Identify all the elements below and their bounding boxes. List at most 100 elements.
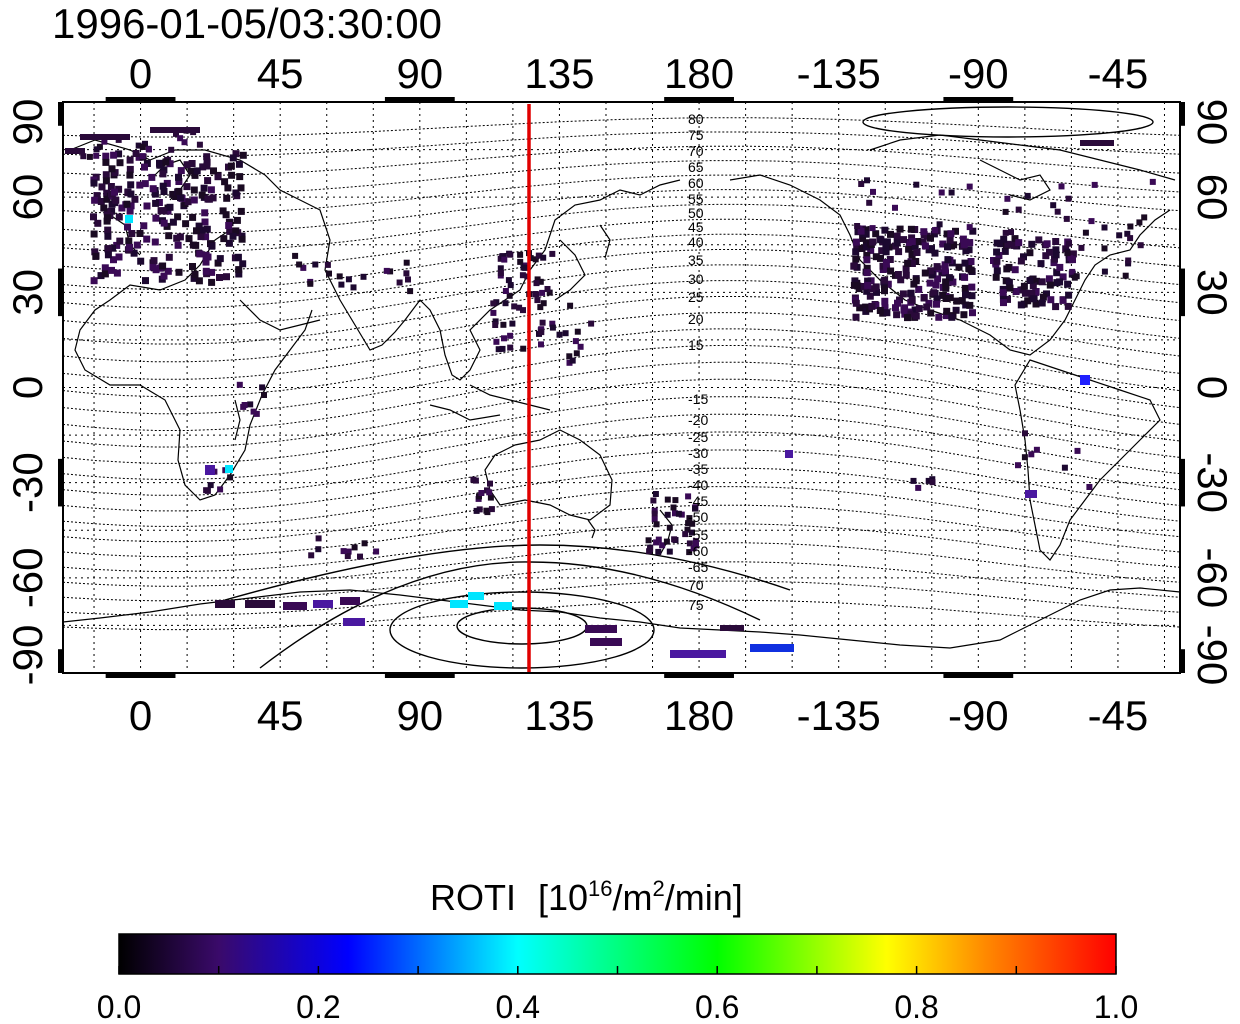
roti-point (195, 277, 203, 285)
roti-point (1004, 295, 1011, 303)
roti-point (881, 304, 889, 312)
roti-point (507, 282, 514, 289)
roti-point (140, 222, 148, 230)
roti-point (133, 241, 141, 249)
roti-point (883, 309, 891, 317)
magnetic-contour (63, 523, 1180, 572)
roti-point (939, 291, 947, 299)
roti-point (91, 196, 99, 204)
roti-point (86, 153, 93, 160)
roti-point (245, 600, 275, 608)
roti-point (1015, 462, 1021, 469)
roti-point (177, 135, 184, 142)
lon-tick-label: 135 (524, 692, 594, 739)
roti-point (247, 401, 254, 408)
roti-point (652, 491, 659, 497)
contour-label: 60 (688, 175, 704, 191)
roti-point (915, 305, 923, 313)
roti-point (193, 227, 200, 235)
roti-point (1122, 272, 1129, 279)
roti-point (876, 307, 884, 314)
roti-point (911, 306, 919, 314)
roti-point (647, 546, 654, 552)
roti-point (887, 267, 895, 275)
roti-point (101, 138, 108, 145)
roti-point (1021, 454, 1028, 461)
roti-point (910, 477, 917, 484)
roti-point (351, 544, 358, 551)
roti-point (123, 200, 131, 208)
roti-point (185, 235, 193, 243)
roti-point (226, 227, 234, 235)
roti-point (556, 331, 563, 338)
roti-point (250, 408, 257, 415)
roti-point (932, 281, 940, 289)
roti-point (492, 322, 499, 328)
axis-bar (105, 97, 176, 103)
roti-point (90, 179, 98, 187)
roti-point (1011, 235, 1019, 243)
roti-point (403, 259, 410, 266)
roti-point (689, 529, 695, 536)
magnetic-contour (63, 264, 1180, 327)
roti-point (207, 482, 214, 489)
roti-point (340, 548, 347, 555)
roti-point (864, 281, 872, 289)
roti-point (164, 267, 172, 275)
roti-point (893, 311, 901, 319)
roti-point (336, 273, 343, 280)
roti-point (915, 285, 923, 293)
roti-point (1073, 273, 1080, 280)
roti-point (124, 223, 131, 231)
roti-point (969, 309, 976, 317)
roti-point (948, 313, 956, 321)
roti-point (209, 194, 217, 202)
roti-point (91, 248, 99, 256)
roti-point (1067, 255, 1074, 262)
roti-point (961, 273, 969, 281)
roti-point (908, 234, 916, 242)
roti-point (1008, 229, 1014, 236)
roti-point (904, 259, 912, 267)
roti-point (882, 259, 890, 266)
roti-point (234, 253, 242, 261)
roti-point (858, 245, 866, 252)
contour-label: -55 (688, 527, 708, 543)
roti-point (913, 249, 921, 256)
roti-point (537, 278, 544, 285)
roti-point (540, 300, 547, 307)
roti-point (183, 161, 191, 169)
roti-point (538, 341, 544, 348)
roti-point (912, 312, 920, 320)
magnetic-contour (63, 160, 1180, 196)
roti-point (921, 242, 929, 250)
roti-point (487, 494, 494, 501)
lon-tick-label: 45 (257, 50, 304, 97)
roti-point (920, 228, 928, 236)
roti-point (1136, 219, 1143, 226)
roti-point (92, 252, 100, 260)
roti-point (1064, 250, 1071, 257)
roti-point (999, 289, 1007, 297)
axis-bar (58, 649, 64, 673)
roti-point (941, 267, 949, 275)
roti-point (259, 384, 266, 391)
roti-point (562, 330, 569, 337)
lon-tick-label: -135 (797, 692, 881, 739)
axis-bar (58, 458, 64, 507)
roti-point (115, 213, 123, 221)
roti-point (205, 465, 215, 475)
colorbar-tick-label: 0.8 (894, 989, 938, 1024)
roti-point (223, 273, 230, 281)
roti-point (300, 264, 307, 271)
roti-point (193, 167, 201, 175)
axis-bar (105, 672, 176, 678)
roti-point (537, 304, 544, 311)
roti-point (511, 303, 518, 310)
roti-point (572, 338, 579, 345)
roti-point (908, 296, 916, 304)
roti-point (216, 255, 224, 263)
latitude-labels-left: 90 60 30 0 -30 -60 -90 (4, 99, 51, 686)
roti-point (863, 287, 871, 295)
roti-point (993, 257, 1001, 265)
